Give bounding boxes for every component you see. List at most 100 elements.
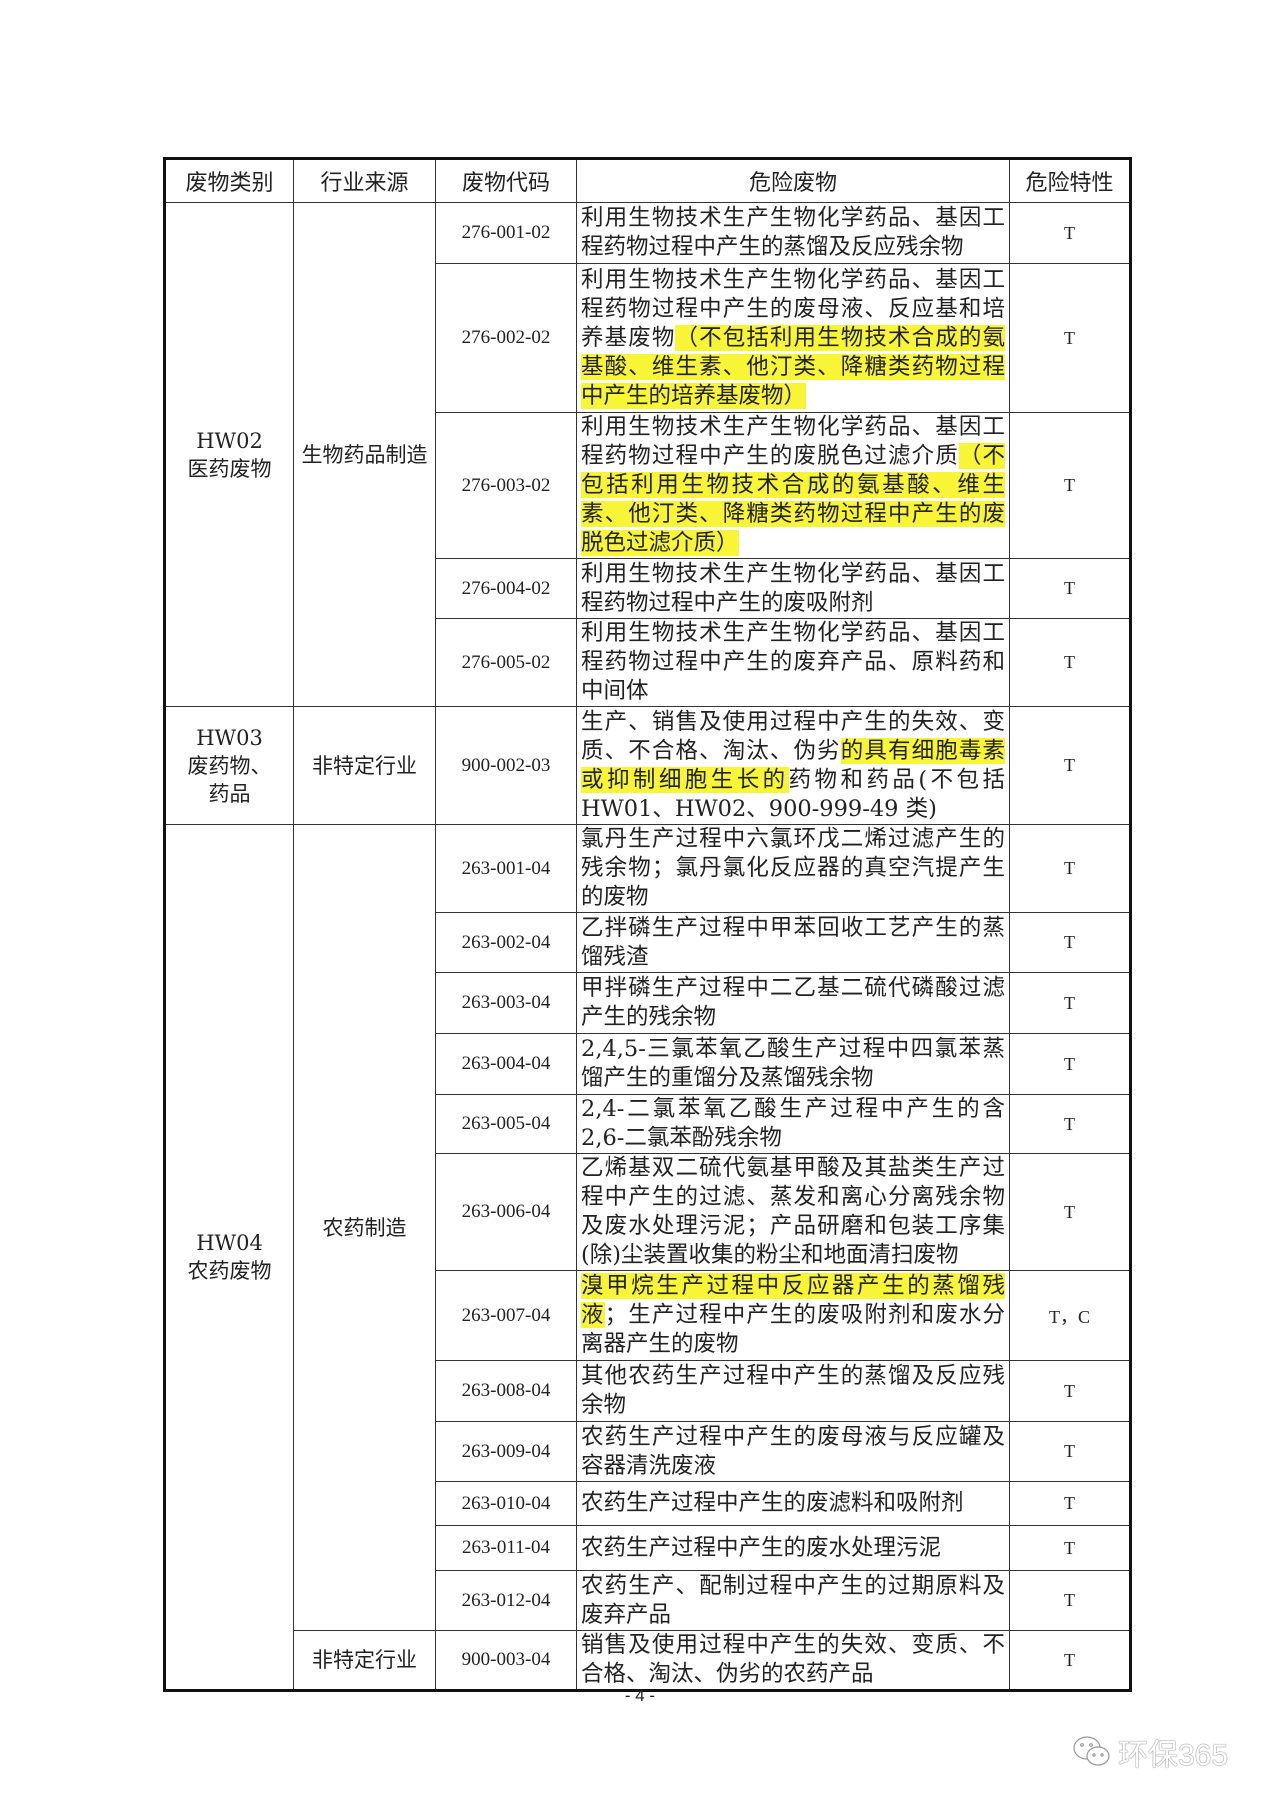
waste-code-cell: 263-003-04 (435, 972, 577, 1034)
hazard-property-cell: T (1009, 1421, 1131, 1482)
table-row: 276-004-02 利用生物技术生产生物化学药品、基因工程药物过程中产生的废吸附… (165, 558, 1131, 619)
description-text: 氯丹生产过程中六氯环戊二烯过滤产生的残余物；氯丹氯化反应器的真空汽提产生的废物 (581, 826, 1005, 910)
watermark-text: 环保365 (1118, 1739, 1229, 1772)
description-text: 农药生产过程中产生的废母液与反应罐及容器清洗废液 (581, 1423, 1005, 1479)
waste-code-cell: 263-009-04 (435, 1421, 577, 1482)
waste-code-cell: 900-002-03 (435, 706, 577, 825)
waste-code-cell: 263-008-04 (435, 1360, 577, 1422)
waste-description-cell: 2,4,5-三氯苯氧乙酸生产过程中四氯苯蒸馏产生的重馏分及蒸馏残余物 (576, 1033, 1010, 1095)
table-row: 263-010-04 农药生产过程中产生的废滤料和吸附剂 T (165, 1481, 1131, 1526)
table-row: 263-007-04 溴甲烷生产过程中反应器产生的蒸馏残液；生产过程中产生的废吸附… (165, 1270, 1131, 1361)
description-text: 药物和药品(不包括 HW01、HW02、900-999-49 类) (581, 766, 1005, 822)
hazard-property-cell: T (1009, 412, 1131, 559)
hazard-property-cell: T (1009, 706, 1131, 825)
description-text: 生产、销售及使用过程中产生的失效、变质、不合格、淘汰、伪劣 (581, 708, 1005, 764)
waste-description-cell: 农药生产过程中产生的废水处理污泥 (576, 1525, 1010, 1571)
waste-category-cell: HW03 废药物、药品 (164, 706, 294, 825)
waste-category-cell: HW02 医药废物 (164, 202, 294, 707)
waste-description-cell: 生产、销售及使用过程中产生的失效、变质、不合格、淘汰、伪劣的具有细胞毒素或抑制细… (576, 706, 1010, 825)
industry-source-cell: 生物药品制造 (293, 202, 436, 707)
hazard-property-cell: T (1009, 558, 1131, 619)
header-property: 危险特性 (1009, 158, 1131, 203)
waste-code-cell: 263-001-04 (435, 824, 577, 913)
hazard-property-cell: T，C (1009, 1270, 1131, 1361)
waste-code-cell: 276-005-02 (435, 618, 577, 707)
table-row: 263-002-04 乙拌磷生产过程中甲苯回收工艺产生的蒸馏残渣 T (165, 912, 1131, 973)
header-category: 废物类别 (164, 158, 294, 203)
waste-code-cell: 263-011-04 (435, 1525, 577, 1571)
waste-description-cell: 利用生物技术生产生物化学药品、基因工程药物过程中产生的蒸馏及反应残余物 (576, 202, 1010, 264)
waste-code-cell: 263-002-04 (435, 912, 577, 973)
description-text: 甲拌磷生产过程中二乙基二硫代磷酸过滤产生的残余物 (581, 975, 1005, 1030)
waste-description-cell: 利用生物技术生产生物化学药品、基因工程药物过程中产生的废吸附剂 (576, 558, 1010, 619)
hazard-property-cell: T (1009, 263, 1131, 413)
waste-description-cell: 利用生物技术生产生物化学药品、基因工程药物过程中产生的废脱色过滤介质（不包括利用… (576, 412, 1010, 559)
hazard-property-cell: T (1009, 1570, 1131, 1631)
description-text: 销售及使用过程中产生的失效、变质、不合格、淘汰、伪劣的农药产品 (581, 1632, 1005, 1687)
waste-code-cell: 263-007-04 (435, 1270, 577, 1361)
header-code: 废物代码 (435, 158, 577, 203)
description-text: 乙烯基双二硫代氨基甲酸及其盐类生产过程中产生的过滤、蒸发和离心分离残余物及废水处… (581, 1155, 1005, 1268)
header-waste: 危险废物 (576, 158, 1010, 203)
hazard-property-cell: T (1009, 202, 1131, 264)
table-row: 263-006-04 乙烯基双二硫代氨基甲酸及其盐类生产过程中产生的过滤、蒸发和离… (165, 1153, 1131, 1271)
waste-category-cell: HW04 农药废物 (164, 824, 294, 1691)
page-number: - 4 - (624, 1686, 656, 1705)
waste-code-cell: 276-003-02 (435, 412, 577, 559)
highlighted-text: （不包括利用生物技术合成的氨基酸、维生素、他汀类、降糖类药物过程中产生的培养基废… (581, 324, 1005, 409)
description-text: 利用生物技术生产生物化学药品、基因工程药物过程中产生的废吸附剂 (581, 560, 1005, 616)
waste-code-cell: 276-002-02 (435, 263, 577, 413)
table-row: 263-004-04 2,4,5-三氯苯氧乙酸生产过程中四氯苯蒸馏产生的重馏分及蒸… (165, 1033, 1131, 1095)
table-row: 263-012-04 农药生产、配制过程中产生的过期原料及废弃产品 T (165, 1570, 1131, 1631)
description-text: 农药生产、配制过程中产生的过期原料及废弃产品 (581, 1572, 1005, 1628)
hazard-property-cell: T (1009, 1360, 1131, 1422)
hazard-property-cell: T (1009, 618, 1131, 707)
wechat-icon (1073, 1736, 1110, 1766)
description-text: 2,4,5-三氯苯氧乙酸生产过程中四氯苯蒸馏产生的重馏分及蒸馏残余物 (581, 1036, 1005, 1091)
waste-description-cell: 溴甲烷生产过程中反应器产生的蒸馏残液；生产过程中产生的废吸附剂和废水分离器产生的… (576, 1270, 1010, 1361)
description-text: 乙拌磷生产过程中甲苯回收工艺产生的蒸馏残渣 (581, 914, 1005, 970)
hazard-property-cell: T (1009, 1094, 1131, 1154)
description-text: 利用生物技术生产生物化学药品、基因工程药物过程中产生的废脱色过滤介质 (581, 414, 1005, 469)
waste-description-cell: 利用生物技术生产生物化学药品、基因工程药物过程中产生的废弃产品、原料药和中间体 (576, 618, 1010, 707)
table-row: 263-009-04 农药生产过程中产生的废母液与反应罐及容器清洗废液 T (165, 1421, 1131, 1482)
table-row: 263-005-04 2,4-二氯苯氧乙酸生产过程中产生的含2,6-二氯苯酚残余物… (165, 1094, 1131, 1154)
waste-description-cell: 氯丹生产过程中六氯环戊二烯过滤产生的残余物；氯丹氯化反应器的真空汽提产生的废物 (576, 824, 1010, 913)
table-row: 263-003-04 甲拌磷生产过程中二乙基二硫代磷酸过滤产生的残余物 T (165, 972, 1131, 1034)
waste-code-cell: 263-006-04 (435, 1153, 577, 1271)
hazard-property-cell: T (1009, 1525, 1131, 1571)
category-name: 农药废物 (187, 1259, 272, 1283)
hazard-property-cell: T (1009, 1630, 1131, 1691)
hazard-property-cell: T (1009, 1481, 1131, 1526)
hazardous-waste-table: 废物类别 行业来源 废物代码 危险废物 危险特性 HW02 医药废物 生物药品制造 2… (163, 157, 1132, 1692)
hazard-property-cell: T (1009, 912, 1131, 973)
waste-description-cell: 销售及使用过程中产生的失效、变质、不合格、淘汰、伪劣的农药产品 (576, 1630, 1010, 1691)
description-text: 利用生物技术生产生物化学药品、基因工程药物过程中产生的蒸馏及反应残余物 (581, 205, 1005, 260)
industry-source-cell: 非特定行业 (293, 706, 436, 825)
waste-description-cell: 其他农药生产过程中产生的蒸馏及反应残余物 (576, 1360, 1010, 1422)
table-row: 276-005-02 利用生物技术生产生物化学药品、基因工程药物过程中产生的废弃产… (165, 618, 1131, 707)
waste-description-cell: 甲拌磷生产过程中二乙基二硫代磷酸过滤产生的残余物 (576, 972, 1010, 1034)
table-row: 276-003-02 利用生物技术生产生物化学药品、基因工程药物过程中产生的废脱色… (165, 412, 1131, 559)
description-text: 利用生物技术生产生物化学药品、基因工程药物过程中产生的废母液、反应基和培养基废物 (581, 266, 1005, 351)
waste-code-cell: 263-012-04 (435, 1570, 577, 1631)
waste-description-cell: 农药生产过程中产生的废滤料和吸附剂 (576, 1481, 1010, 1526)
table-row: 非特定行业 900-003-04 销售及使用过程中产生的失效、变质、不合格、淘汰、伪… (165, 1630, 1131, 1691)
waste-description-cell: 利用生物技术生产生物化学药品、基因工程药物过程中产生的废母液、反应基和培养基废物… (576, 263, 1010, 413)
table-row: HW02 医药废物 生物药品制造 276-001-02 利用生物技术生产生物化学药品、基… (164, 202, 1131, 707)
table-header-row: 废物类别 行业来源 废物代码 危险废物 危险特性 (164, 158, 1131, 203)
hazard-property-cell: T (1009, 1033, 1131, 1095)
table-row: HW04 农药废物 农药制造 263-001-04 氯丹生产过程中六氯环戊二烯过滤产生的… (164, 824, 1131, 1691)
table-row: HW03 废药物、药品 非特定行业 900-002-03 生产、销售及使用过程中产生的失… (164, 706, 1131, 825)
description-text: 2,4-二氯苯氧乙酸生产过程中产生的含2,6-二氯苯酚残余物 (581, 1096, 1005, 1151)
category-name: 医药废物 (187, 456, 272, 481)
waste-code-cell: 263-004-04 (435, 1033, 577, 1095)
description-text: 利用生物技术生产生物化学药品、基因工程药物过程中产生的废弃产品、原料药和中间体 (581, 620, 1005, 704)
industry-source-cell: 农药制造 (293, 824, 436, 1631)
category-name: 废药物、药品 (187, 753, 272, 806)
waste-code-cell: 900-003-04 (435, 1630, 577, 1691)
category-code: HW04 (196, 1231, 263, 1255)
hazard-property-cell: T (1009, 824, 1131, 913)
category-code: HW02 (196, 428, 263, 453)
header-source: 行业来源 (293, 158, 436, 203)
